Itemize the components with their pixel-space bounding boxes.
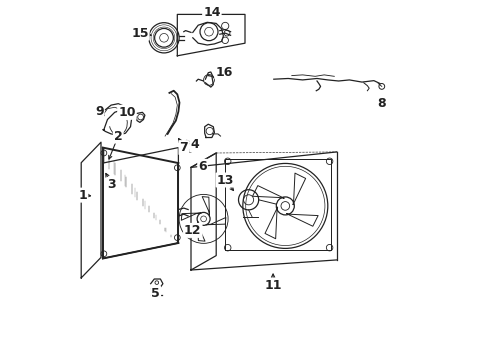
Text: 13: 13 <box>217 174 234 186</box>
Text: 7: 7 <box>179 141 188 154</box>
Text: 4: 4 <box>190 138 199 151</box>
Text: 9: 9 <box>95 105 103 118</box>
Text: 11: 11 <box>264 279 282 292</box>
Text: 14: 14 <box>203 6 220 19</box>
Text: 3: 3 <box>107 178 116 191</box>
Text: 1: 1 <box>78 189 87 202</box>
Text: 8: 8 <box>377 97 386 110</box>
Text: 5: 5 <box>151 287 160 300</box>
Text: 10: 10 <box>118 106 136 119</box>
Text: 15: 15 <box>131 27 148 40</box>
Text: 6: 6 <box>198 160 207 173</box>
Text: 2: 2 <box>114 130 122 143</box>
Text: 12: 12 <box>184 224 201 237</box>
Text: 16: 16 <box>216 66 233 78</box>
